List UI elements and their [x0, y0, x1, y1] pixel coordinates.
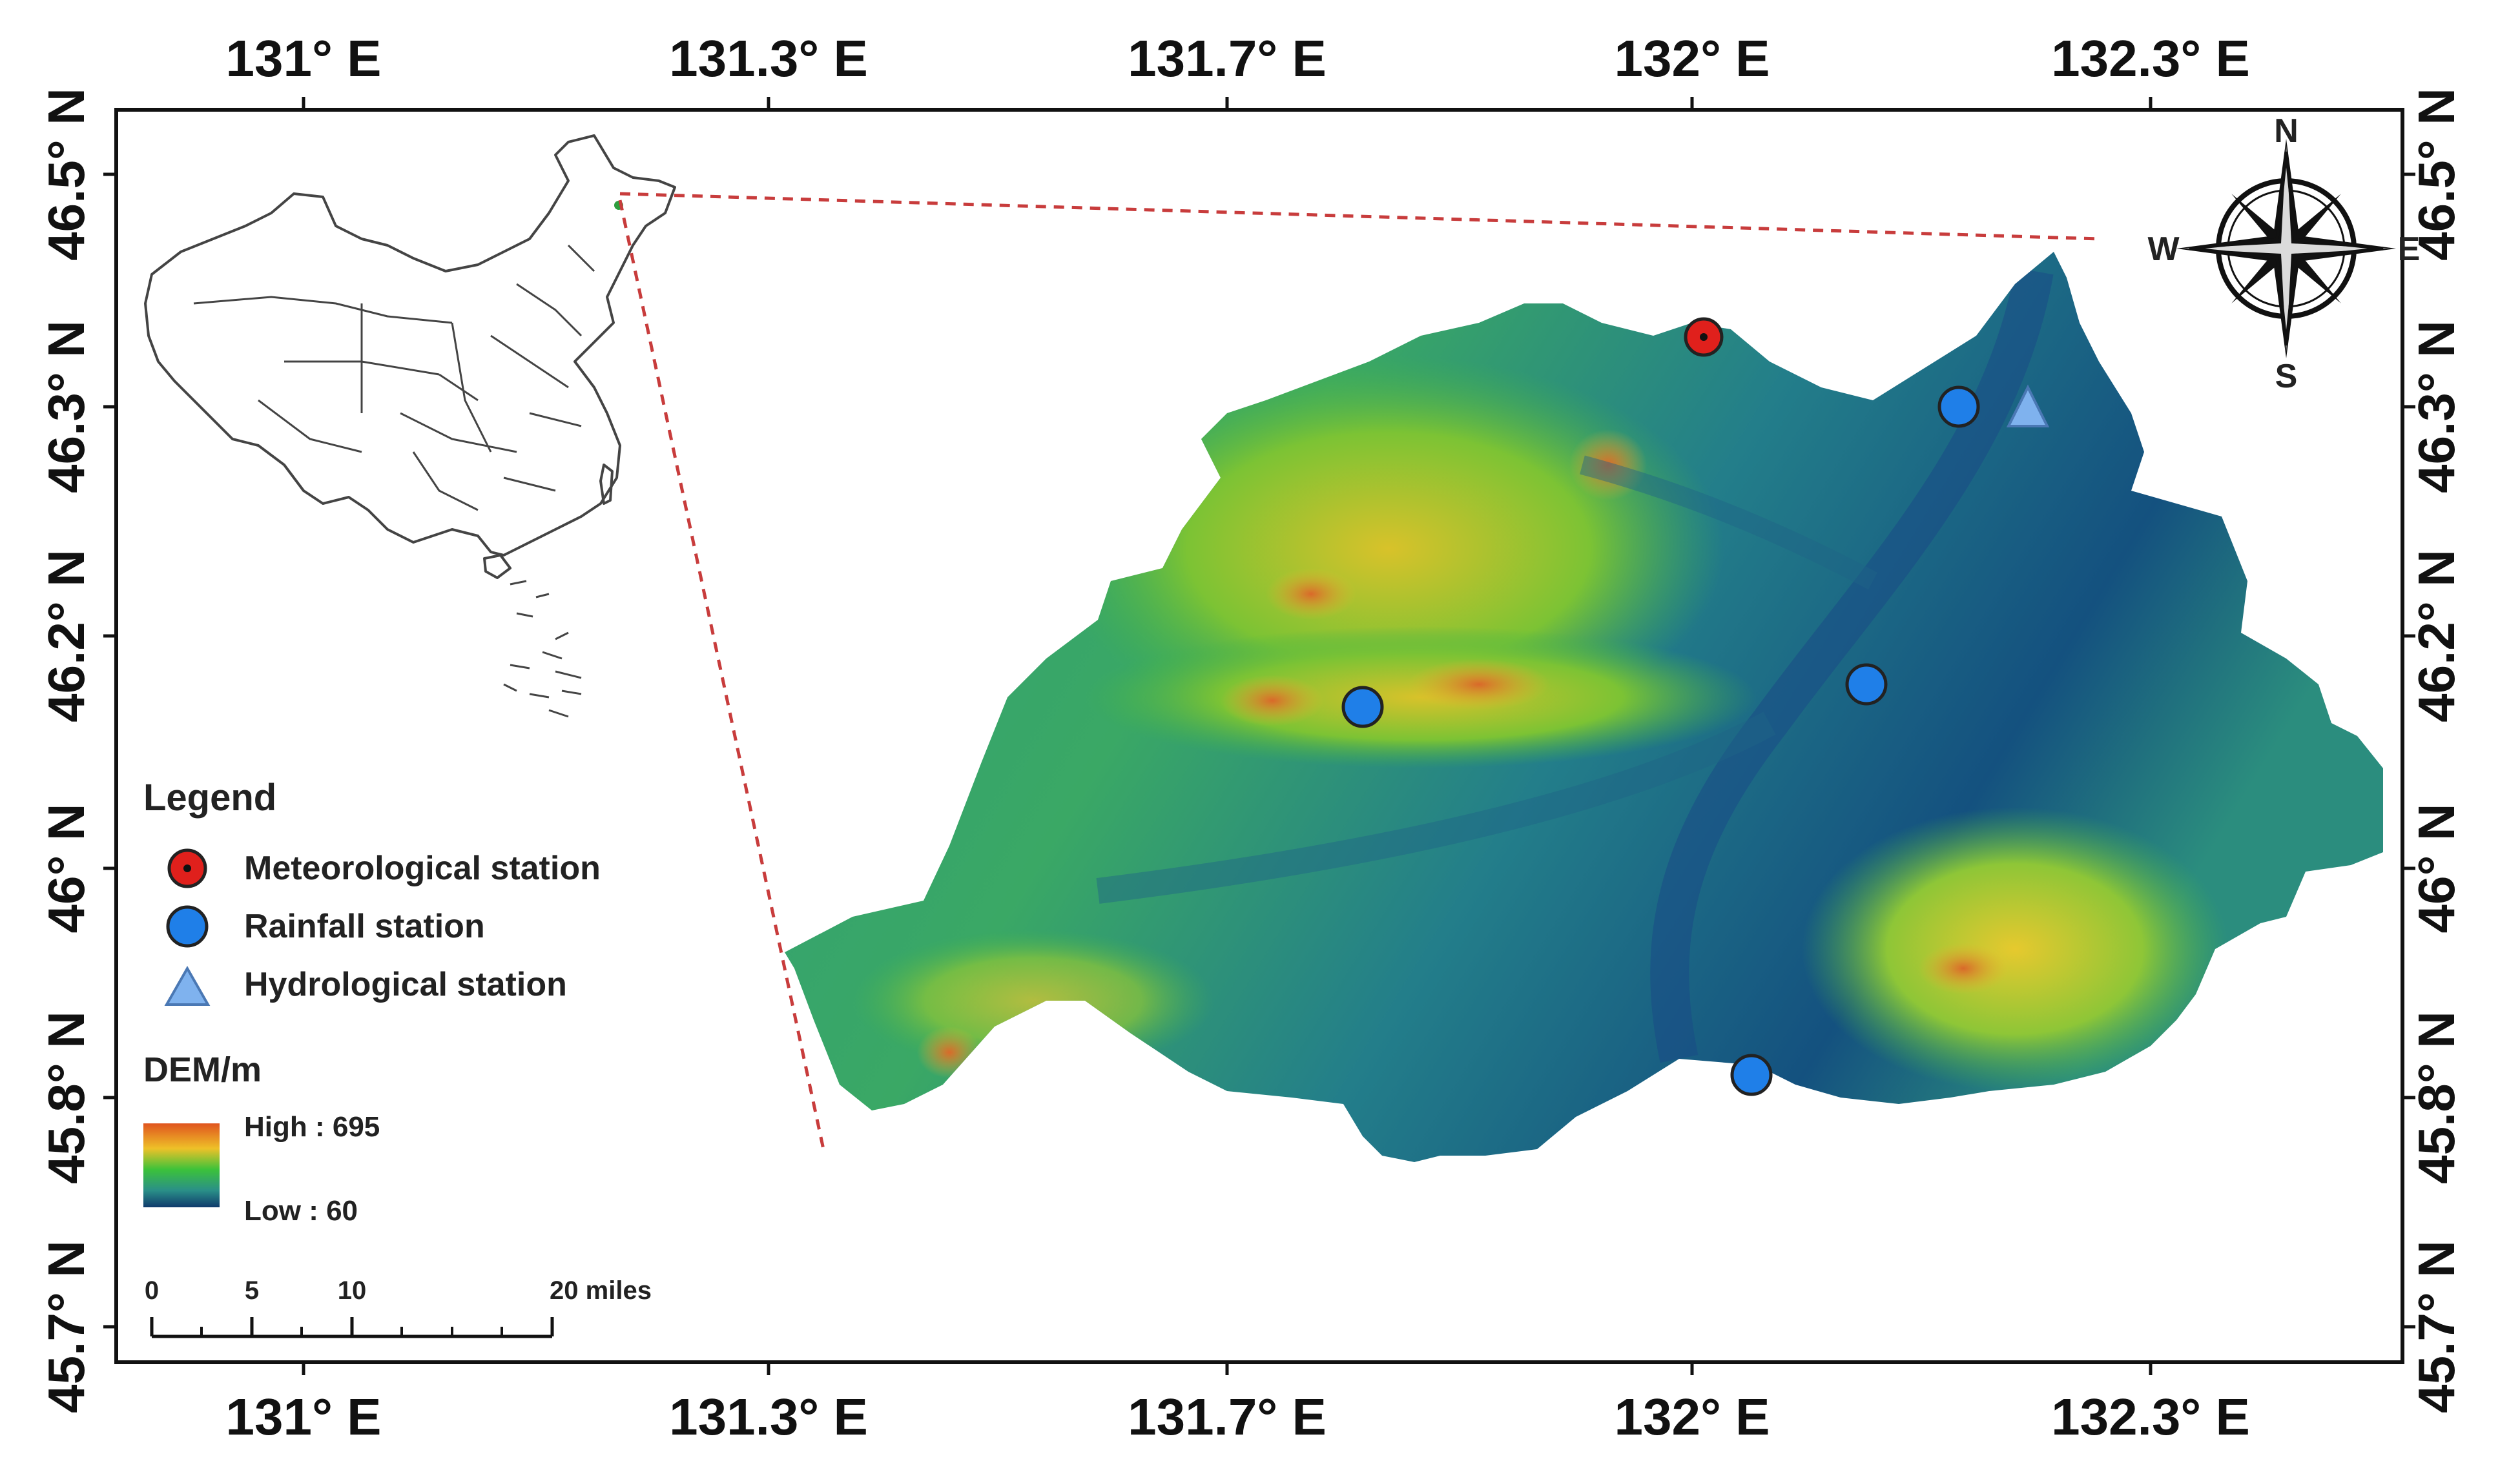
- river-valley: [1650, 267, 2054, 1063]
- peak-northwest: [1266, 568, 1356, 620]
- compass-rose: N S E W: [2147, 112, 2420, 395]
- southeast-highland: [1802, 807, 2228, 1091]
- scale-label-5: 5: [245, 1276, 259, 1305]
- rainfall-station-marker: [1730, 1054, 1773, 1096]
- blue-circle-icon: [166, 905, 209, 948]
- right-lat-label: 46.5° N: [2408, 88, 2465, 261]
- dem-high-label: High : 695: [244, 1111, 380, 1143]
- stations-layer: [1341, 317, 2050, 1096]
- compass-star-core: [2189, 151, 2384, 346]
- legend-label-meteorological: Meteorological station: [244, 850, 601, 887]
- rainfall-station-marker: [1937, 385, 1980, 428]
- legend-label-hydrological: Hydrological station: [244, 966, 567, 1003]
- scale-bar: 0 5 10 20 miles: [145, 1276, 652, 1338]
- river-valley-west: [1096, 711, 1776, 904]
- rainfall-station-marker: [1341, 686, 1384, 728]
- top-lon-label: 131.7° E: [1128, 30, 1327, 87]
- dem-legend-title: DEM/m: [143, 1050, 262, 1089]
- right-lat-label: 46.2° N: [2408, 549, 2465, 722]
- bottom-lon-axis: 131° E 131.3° E 131.7° E 132° E 132.3° E: [225, 1362, 2250, 1446]
- right-lat-axis: 46.5° N 46.3° N 46.2° N 46° N 45.8° N 45…: [2402, 88, 2465, 1413]
- peak-central: [1408, 659, 1550, 710]
- dem-low-label: Low : 60: [244, 1195, 358, 1227]
- left-lat-label: 46.3° N: [37, 320, 95, 493]
- left-lat-label: 46° N: [37, 804, 95, 934]
- right-lat-label: 46° N: [2408, 804, 2465, 934]
- province-lines: [193, 244, 595, 511]
- left-lat-label: 46.5° N: [37, 88, 95, 261]
- peak-north: [1569, 429, 1647, 500]
- red-circle-center-icon: [183, 864, 191, 872]
- peak-west: [1221, 675, 1324, 726]
- left-lat-label: 45.7° N: [37, 1240, 95, 1413]
- compass-n-label: N: [2274, 112, 2298, 150]
- top-lon-axis: 131° E 131.3° E 131.7° E 132° E 132.3° E: [225, 30, 2250, 110]
- blue-triangle-icon: [164, 965, 211, 1006]
- china-outline: [144, 134, 676, 557]
- right-lat-label: 46.3° N: [2408, 320, 2465, 493]
- bottom-lon-label: 131.3° E: [669, 1388, 868, 1446]
- compass-star-highlight: [2183, 145, 2390, 352]
- left-lat-label: 46.2° N: [37, 549, 95, 722]
- china-inset-map: [144, 134, 676, 718]
- dem-color-ramp: [143, 1123, 220, 1207]
- peak-southeast: [1918, 943, 2009, 994]
- south-china-sea-islands: [503, 580, 582, 718]
- legend-title: Legend: [143, 777, 276, 819]
- left-lat-label: 45.8° N: [37, 1011, 95, 1184]
- hydrological-station-marker: [2006, 384, 2050, 427]
- rainfall-station-marker: [1845, 663, 1888, 706]
- zoom-line-top: [619, 192, 2100, 241]
- scale-label-0: 0: [145, 1276, 159, 1305]
- map-legend: Legend Meteorological station Rainfall s…: [143, 777, 601, 1227]
- bottom-lon-label: 131.7° E: [1128, 1388, 1327, 1446]
- right-lat-label: 45.7° N: [2408, 1240, 2465, 1413]
- taiwan-island: [599, 464, 614, 505]
- legend-label-rainfall: Rainfall station: [244, 908, 485, 945]
- scale-label-20-miles: 20 miles: [550, 1276, 652, 1305]
- bottom-lon-label: 132° E: [1614, 1388, 1770, 1446]
- river-valley-north: [1580, 455, 1878, 590]
- top-lon-label: 132° E: [1614, 30, 1770, 87]
- top-lon-label: 131.3° E: [669, 30, 868, 87]
- hainan-island: [483, 554, 511, 579]
- left-lat-axis: 46.5° N 46.3° N 46.2° N 46° N 45.8° N 45…: [37, 88, 116, 1413]
- bottom-lon-label: 131° E: [225, 1388, 381, 1446]
- meteorological-station-dot: [1700, 333, 1708, 341]
- compass-e-label: E: [2398, 230, 2421, 268]
- top-lon-label: 132.3° E: [2051, 30, 2250, 87]
- bottom-lon-label: 132.3° E: [2051, 1388, 2250, 1446]
- top-lon-label: 131° E: [225, 30, 381, 87]
- zoom-connector-lines: [618, 192, 2100, 1150]
- right-lat-label: 45.8° N: [2408, 1011, 2465, 1184]
- dem-basin: [785, 252, 2383, 1162]
- scale-label-10: 10: [338, 1276, 367, 1305]
- compass-s-label: S: [2275, 358, 2298, 395]
- compass-w-label: W: [2147, 230, 2180, 268]
